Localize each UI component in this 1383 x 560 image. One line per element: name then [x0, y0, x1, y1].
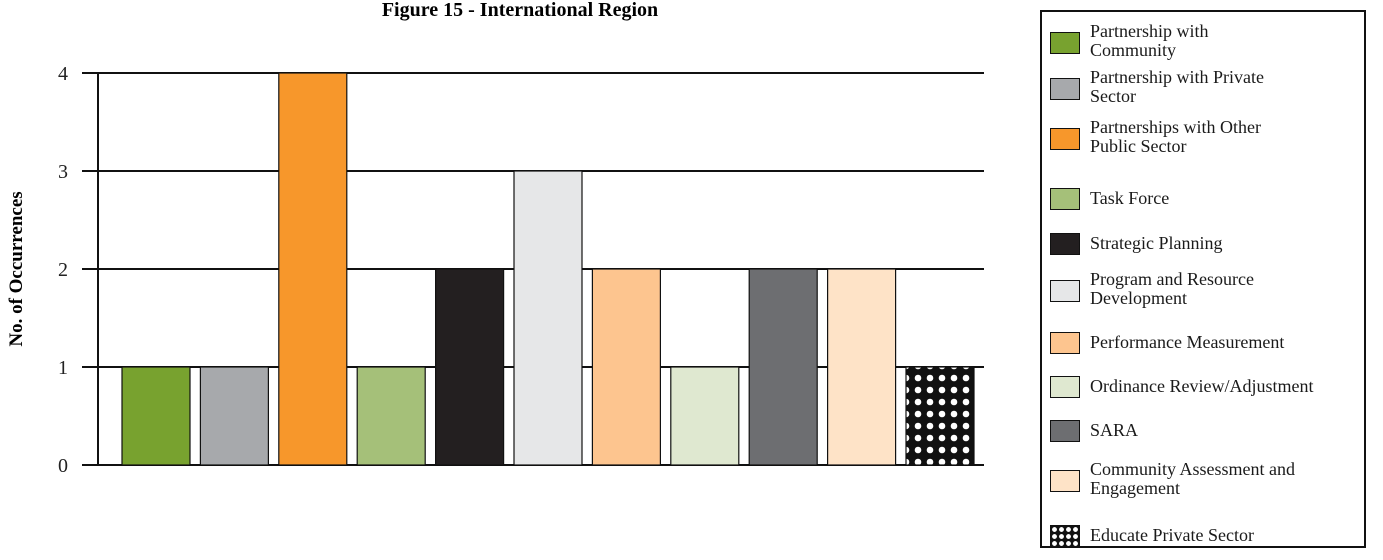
- bar: [905, 366, 975, 466]
- bar: [121, 366, 191, 466]
- legend-swatch: [1050, 128, 1080, 150]
- y-tick-label: 4: [58, 63, 68, 85]
- y-axis-label: No. of Occurrences: [6, 191, 27, 346]
- y-tick-labels: 0 1 2 3 4: [58, 63, 68, 477]
- legend-swatch: [1050, 78, 1080, 100]
- bars: [121, 72, 975, 466]
- legend-swatch: [1050, 420, 1080, 442]
- y-tick-label: 3: [58, 161, 68, 183]
- legend: Partnership with Community Partnership wi…: [1040, 10, 1366, 548]
- legend-label: Partnerships with Other Public Sector: [1090, 117, 1261, 156]
- legend-swatch: [1050, 525, 1080, 547]
- bar-chart: Figure 15 - International Region No. of …: [6, 0, 984, 477]
- bar: [670, 366, 740, 466]
- legend-label: Partnership with Private Sector: [1090, 67, 1264, 106]
- bar: [591, 268, 662, 466]
- legend-swatch: [1050, 32, 1080, 54]
- legend-swatch: [1050, 376, 1080, 398]
- y-tick-label: 1: [58, 357, 68, 379]
- legend-label: Strategic Planning: [1090, 233, 1223, 253]
- bar: [435, 268, 505, 466]
- legend-label: Program and Resource Development: [1090, 269, 1254, 308]
- legend-swatch: [1050, 280, 1080, 302]
- bar: [513, 170, 583, 466]
- legend-swatch: [1050, 188, 1080, 210]
- y-tick-label: 0: [58, 455, 68, 477]
- bar: [748, 268, 818, 466]
- bar: [199, 366, 269, 466]
- legend-label: Performance Measurement: [1090, 332, 1285, 352]
- bar: [826, 268, 897, 466]
- legend-label: Task Force: [1090, 188, 1170, 208]
- legend-label: SARA: [1090, 420, 1139, 440]
- legend-swatch: [1050, 332, 1080, 354]
- legend-label: Educate Private Sector: [1090, 525, 1254, 545]
- bar: [356, 366, 426, 466]
- legend-label: Community Assessment and Engagement: [1090, 459, 1296, 498]
- y-tick-label: 2: [58, 259, 68, 281]
- legend-swatch: [1050, 470, 1080, 492]
- chart-title: Figure 15 - International Region: [382, 0, 658, 21]
- legend-label: Ordinance Review/Adjustment: [1090, 376, 1314, 396]
- bar: [278, 72, 348, 466]
- legend-swatch: [1050, 233, 1080, 255]
- legend-label: Partnership with Community: [1090, 21, 1209, 60]
